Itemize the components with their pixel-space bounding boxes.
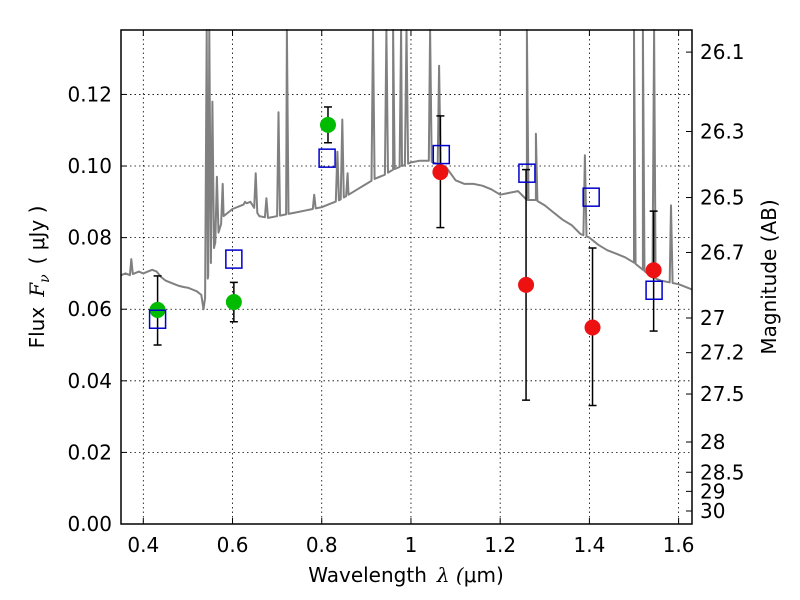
x-tick-label: 0.6 <box>217 533 249 557</box>
mag-tick-label: 26.7 <box>700 240 745 264</box>
y-tick-label: 0.04 <box>67 369 112 393</box>
mag-tick-label: 26.3 <box>700 119 745 143</box>
y-axis-label: FluxFν( μJy ) <box>25 206 53 349</box>
model-point <box>582 187 600 207</box>
model-point <box>645 280 663 300</box>
model-point <box>225 249 243 269</box>
data-point <box>584 319 601 336</box>
y-tick-label: 0.00 <box>67 512 112 536</box>
model-point <box>432 144 451 165</box>
mag-tick-label: 30 <box>700 499 725 523</box>
x-tick-label: 1.4 <box>573 533 605 557</box>
x-tick-label: 1 <box>405 533 418 557</box>
mag-tick-label: 26.5 <box>700 186 745 210</box>
y2-axis-label: Magnitude (AB) <box>757 199 781 354</box>
y-tick-label: 0.08 <box>67 226 112 250</box>
x-tick-label: 1.6 <box>663 533 695 557</box>
data-point <box>518 276 535 293</box>
model-point <box>518 163 536 183</box>
data-point <box>645 262 662 279</box>
y-tick-label: 0.12 <box>67 82 112 106</box>
data-point <box>319 116 336 133</box>
mag-tick-label: 29 <box>700 479 725 503</box>
data-point <box>225 294 242 311</box>
mag-tick-label: 27.2 <box>700 341 745 365</box>
model-point <box>318 148 336 168</box>
model-spectrum <box>120 29 693 311</box>
mag-tick-label: 26.1 <box>700 40 745 64</box>
axis-ticks: 0.4 0.6 0.8 1 1.2 1.4 1.6 0.00 0.02 0.04 0.06 0.08 0… <box>67 30 745 557</box>
y-tick-label: 0.02 <box>67 440 112 464</box>
y-tick-label: 0.10 <box>67 154 112 178</box>
data-marks <box>148 106 663 407</box>
x-tick-label: 1.2 <box>484 533 516 557</box>
mag-tick-label: 27 <box>700 306 725 330</box>
mag-tick-label: 27.5 <box>700 382 745 406</box>
mag-tick-label: 28.5 <box>700 460 745 484</box>
y-tick-label: 0.06 <box>67 297 112 321</box>
model-point <box>148 309 167 329</box>
mag-tick-label: 28 <box>700 430 725 454</box>
x-axis-label: Wavelength λ (μm) <box>308 563 504 587</box>
x-tick-label: 0.4 <box>127 533 159 557</box>
model-sed-line <box>120 29 693 311</box>
data-point <box>432 164 449 181</box>
x-tick-label: 0.8 <box>306 533 338 557</box>
plot-frame <box>120 29 693 525</box>
